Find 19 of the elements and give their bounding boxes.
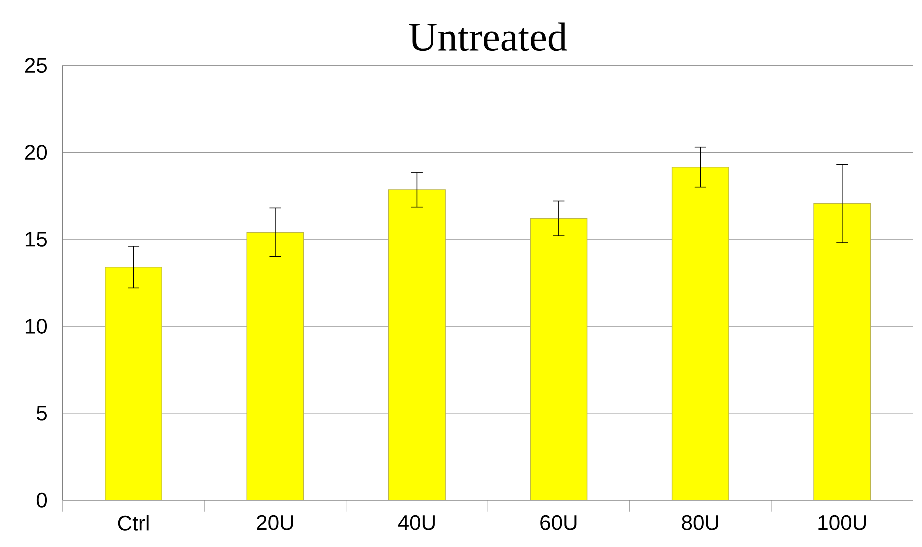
y-tick-label: 10: [26, 319, 48, 334]
x-tick-label: Ctrl: [118, 515, 149, 531]
x-tick-label: 40U: [398, 515, 435, 530]
y-tick-label: 20: [25, 145, 48, 160]
x-tick-label: 60U: [540, 515, 577, 530]
bar: [530, 218, 588, 500]
y-tick-label: 5: [36, 406, 47, 421]
y-tick-label: 25: [25, 58, 47, 74]
bar: [814, 204, 872, 500]
bar: [105, 267, 162, 500]
bar: [388, 190, 446, 500]
y-tick-label: 15: [26, 232, 47, 247]
bar: [246, 232, 304, 500]
chart-title: Untreated: [409, 22, 568, 52]
x-tick-label: 100U: [818, 515, 866, 530]
x-tick-label: 80U: [682, 515, 718, 530]
y-tick-label: 0: [36, 492, 48, 508]
bar: [672, 167, 730, 500]
x-tick-label: 20U: [257, 515, 294, 530]
